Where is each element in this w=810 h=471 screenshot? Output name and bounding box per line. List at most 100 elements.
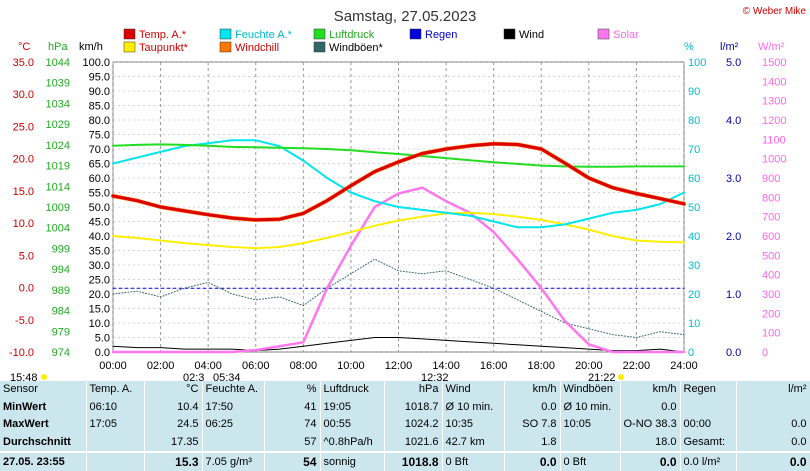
x-tick: 22:00 xyxy=(623,360,651,372)
pressure-tick: 974 xyxy=(52,347,70,359)
series-lines xyxy=(111,139,686,354)
table-cell: 0.0 xyxy=(736,451,810,471)
table-cell: 74 xyxy=(264,416,321,434)
legend-item: Regen xyxy=(409,28,457,41)
legend-label: Wind xyxy=(519,29,544,41)
table-cell: Feuchte A. xyxy=(202,381,265,399)
legend-item: Feuchte A.* xyxy=(219,28,293,41)
wind-tick: 80.0 xyxy=(89,115,110,127)
table-cell: 0.0 xyxy=(620,451,681,471)
wind-tick: 85.0 xyxy=(89,101,110,113)
table-cell xyxy=(680,398,737,417)
pressure-tick: 1024 xyxy=(46,140,70,152)
rain-tick: 5.0 xyxy=(726,57,741,69)
temp-tick: 25.0 xyxy=(13,121,34,133)
humidity-tick: 50 xyxy=(688,202,700,214)
solar-tick: 0 xyxy=(762,347,768,359)
x-tick: 02:00 xyxy=(147,360,175,372)
table-cell: Durchschnitt xyxy=(0,433,87,453)
x-tick: 24:00 xyxy=(670,360,698,372)
pressure-tick: 999 xyxy=(52,243,70,255)
table-cell: 0 Bft xyxy=(442,451,505,471)
solar-tick: 300 xyxy=(762,289,780,301)
humidity-tick: 40 xyxy=(688,231,700,243)
wind-tick: 60.0 xyxy=(89,173,110,185)
wind-tick: 35.0 xyxy=(89,246,110,258)
humidity-tick: 60 xyxy=(688,173,700,185)
table-cell: ^0.8hPa/h xyxy=(320,433,385,453)
wind-tick: 70.0 xyxy=(89,144,110,156)
wind-tick: 55.0 xyxy=(89,188,110,200)
pressure-tick: 1019 xyxy=(46,161,70,173)
legend-swatch xyxy=(313,41,326,53)
wind-tick: 90.0 xyxy=(89,86,110,98)
table-cell xyxy=(736,398,810,417)
series-line xyxy=(111,142,686,222)
table-cell: Wind xyxy=(442,381,505,399)
chart-title: Samstag, 27.05.2023 xyxy=(334,8,477,25)
unit-labels: °C hPa km/h % l/m² W/m² xyxy=(18,41,785,53)
table-cell: O-NO 38.3 xyxy=(620,416,681,434)
table-cell: km/h xyxy=(504,381,561,399)
rain-tick: 3.0 xyxy=(726,173,741,185)
table-cell: % xyxy=(264,381,321,399)
humidity-tick: 20 xyxy=(688,289,700,301)
pressure-unit: hPa xyxy=(48,41,68,53)
pressure-tick: 994 xyxy=(52,264,70,276)
legend-swatch xyxy=(219,41,232,53)
stats-table: Sensor Temp. A. °C Feuchte A.% Luftdruck hPa W… xyxy=(0,381,810,471)
solar-tick: 900 xyxy=(762,173,780,185)
table-cell xyxy=(560,433,621,453)
sun-marker-label: 12:32 xyxy=(421,372,449,381)
temp-tick: 30.0 xyxy=(13,89,34,101)
sun-marker-label: 15:48 xyxy=(10,372,38,381)
solar-tick: 400 xyxy=(762,270,780,282)
legend-label: Taupunkt* xyxy=(139,42,189,54)
humidity-tick: 80 xyxy=(688,115,700,127)
pressure-tick: 1044 xyxy=(46,57,70,69)
table-cell: 0.0 xyxy=(736,416,810,434)
temp-tick: 15.0 xyxy=(13,186,34,198)
x-tick: 06:00 xyxy=(242,360,270,372)
rain-tick: 2.0 xyxy=(726,231,741,243)
sun-marker-label: 05:34 xyxy=(213,372,241,381)
pressure-tick: 1034 xyxy=(46,98,70,110)
table-cell: 0 Bft xyxy=(560,451,621,471)
sun-markers: 15:48 02:3 05:34 12:32 21:22 xyxy=(10,372,624,381)
legend-label: Temp. A.* xyxy=(139,29,187,41)
x-tick: 16:00 xyxy=(480,360,508,372)
wind-tick: 0.0 xyxy=(95,347,110,359)
table-cell: 57 xyxy=(264,433,321,453)
series-line xyxy=(111,186,686,354)
wind-unit: km/h xyxy=(79,41,103,53)
solar-tick: 800 xyxy=(762,192,780,204)
humidity-unit: % xyxy=(684,41,694,53)
legend-swatch xyxy=(313,28,326,40)
solar-tick: 100 xyxy=(762,328,780,340)
rain-unit: l/m² xyxy=(720,41,739,53)
temp-unit: °C xyxy=(18,41,30,53)
table-cell: MaxWert xyxy=(0,416,87,434)
humidity-tick: 0 xyxy=(688,347,694,359)
legend-item: Windböen* xyxy=(313,41,384,54)
table-cell: 0.0 l/m² xyxy=(680,451,737,471)
table-cell: 15.3 xyxy=(144,451,203,471)
temp-tick: 10.0 xyxy=(13,218,34,230)
table-cell: 0.0 xyxy=(736,433,810,453)
series-line xyxy=(112,143,685,168)
table-row: MinWert 06:10 10.4 17:50 41 19:05 1018.7 Ø 10 m… xyxy=(0,398,810,417)
table-cell: sonnig xyxy=(320,451,385,471)
legend-item: Solar xyxy=(597,28,639,41)
rain-tick: 0.0 xyxy=(726,347,741,359)
table-row: MaxWert 17:05 24.5 06:25 74 00:55 1024.2 10:35 S… xyxy=(0,416,810,434)
table-cell: 10:35 xyxy=(442,416,505,434)
table-cell: 42.7 km xyxy=(442,433,505,453)
table-cell: MinWert xyxy=(0,398,87,417)
legend-item: Wind xyxy=(503,28,544,41)
table-cell: Gesamt: xyxy=(680,433,737,453)
table-cell: 00:00 xyxy=(680,416,737,434)
table-cell: l/m² xyxy=(736,381,810,399)
table-cell: 17.35 xyxy=(144,433,203,453)
table-cell: 10.4 xyxy=(144,398,203,417)
pressure-tick: 1039 xyxy=(46,78,70,90)
